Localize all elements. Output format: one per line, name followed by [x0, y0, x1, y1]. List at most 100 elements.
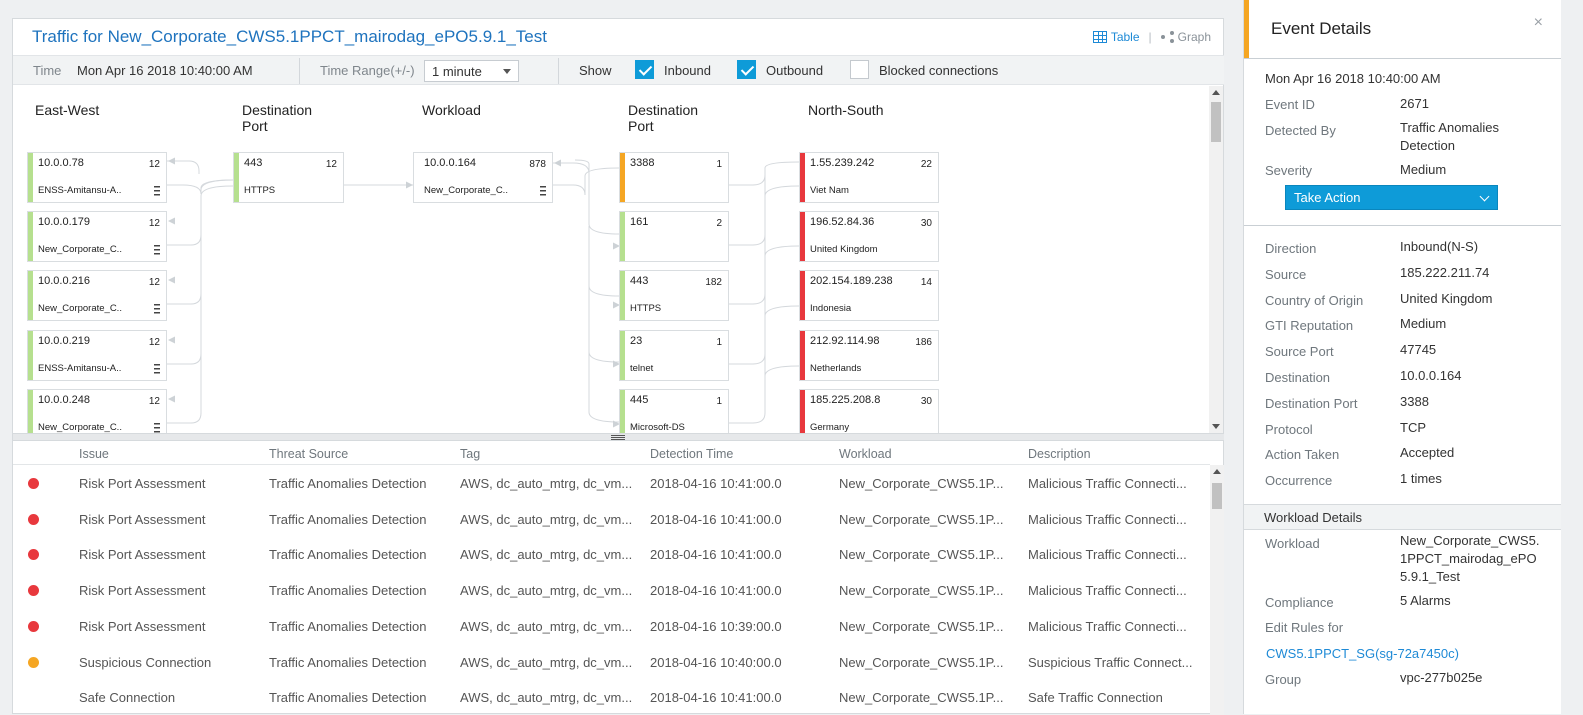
security-group-link[interactable]: CWS5.1PPCT_SG(sg-72a7450c)	[1266, 646, 1459, 661]
table-row[interactable]: Risk Port Assessment Traffic Anomalies De…	[13, 537, 1210, 573]
table-view-link[interactable]: Table	[1092, 30, 1140, 44]
scroll-thumb[interactable]	[1211, 102, 1221, 142]
page-scrollbar[interactable]	[1561, 0, 1583, 714]
north-south-node[interactable]: 212.92.114.98 186 Netherlands	[799, 330, 939, 381]
detail-value: 3388	[1400, 393, 1429, 409]
scroll-up-icon[interactable]	[1212, 90, 1220, 95]
menu-icon[interactable]	[154, 364, 160, 374]
menu-icon[interactable]	[154, 423, 160, 433]
cell-desc: Suspicious Traffic Connect...	[1028, 654, 1193, 670]
pane-splitter[interactable]	[13, 433, 1224, 441]
workload-node[interactable]: 10.0.0.164 878 New_Corporate_C..	[413, 152, 553, 203]
graph-view-link[interactable]: Graph	[1160, 30, 1211, 44]
time-range-select[interactable]: 1 minute	[424, 60, 519, 82]
detail-label: Action Taken	[1265, 447, 1340, 463]
column-issue[interactable]: Issue	[79, 447, 109, 461]
north-south-node[interactable]: 185.225.208.8 30 Germany	[799, 389, 939, 433]
table-row[interactable]: Suspicious Connection Traffic Anomalies D…	[13, 645, 1210, 681]
table-row[interactable]: Risk Port Assessment Traffic Anomalies De…	[13, 609, 1210, 645]
node-sublabel: New_Corporate_C..	[38, 303, 122, 314]
node-count: 186	[915, 337, 932, 348]
destination-port-node[interactable]: 3388 1	[619, 152, 729, 203]
column-tag[interactable]: Tag	[460, 447, 481, 461]
detail-value: 185.222.211.74	[1400, 264, 1490, 280]
severity-dot-icon	[28, 513, 39, 525]
scroll-thumb[interactable]	[1212, 483, 1222, 509]
east-west-node[interactable]: 10.0.0.78 12 ENSS-Amitansu-A..	[27, 152, 167, 203]
blocked-connections-checkbox[interactable]	[850, 60, 869, 79]
node-label: 3388	[630, 157, 655, 169]
node-count: 182	[705, 277, 722, 288]
node-count: 12	[148, 218, 160, 229]
detail-label: Protocol	[1265, 421, 1313, 437]
table-row[interactable]: Risk Port Assessment Traffic Anomalies De…	[13, 573, 1210, 609]
node-sublabel: New_Corporate_C..	[424, 185, 508, 196]
outbound-checkbox[interactable]	[737, 60, 756, 79]
scroll-up-icon[interactable]	[1213, 469, 1221, 474]
east-west-node[interactable]: 10.0.0.179 12 New_Corporate_C..	[27, 211, 167, 262]
menu-icon[interactable]	[540, 186, 546, 196]
event-date: Mon Apr 16 2018 10:40:00 AM	[1265, 71, 1441, 86]
take-action-dropdown[interactable]: Take Action	[1285, 185, 1498, 210]
cell-time: 2018-04-16 10:40:00.0	[650, 654, 782, 670]
table-view-label: Table	[1110, 30, 1140, 44]
event-id-value: 2671	[1400, 96, 1429, 111]
detail-label: Source Port	[1265, 344, 1334, 360]
severity-dot-icon	[28, 620, 39, 632]
east-west-node[interactable]: 10.0.0.219 12 ENSS-Amitansu-A..	[27, 330, 167, 381]
north-south-node[interactable]: 196.52.84.36 30 United Kingdom	[799, 211, 939, 262]
node-sublabel: HTTPS	[630, 303, 662, 314]
cell-desc: Malicious Traffic Connecti...	[1028, 511, 1187, 527]
detail-value: 47745	[1400, 342, 1437, 358]
destination-port-node[interactable]: 23 1 telnet	[619, 330, 729, 381]
node-sublabel: Germany	[810, 422, 850, 433]
menu-icon[interactable]	[154, 186, 160, 196]
cell-source: Traffic Anomalies Detection	[269, 476, 427, 491]
node-label: 161	[630, 216, 649, 228]
cell-workload: New_Corporate_CWS5.1P...	[839, 690, 1004, 706]
cell-workload: New_Corporate_CWS5.1P...	[839, 511, 1004, 527]
close-icon[interactable]: ×	[1533, 14, 1543, 31]
node-label: 185.225.208.8	[810, 394, 881, 406]
grip-icon[interactable]	[611, 435, 625, 440]
group-label: Group	[1265, 672, 1302, 687]
column-detection-time[interactable]: Detection Time	[650, 447, 734, 461]
east-west-node[interactable]: 10.0.0.248 12 New_Corporate_C..	[27, 389, 167, 433]
column-description[interactable]: Description	[1028, 447, 1091, 461]
node-label: 10.0.0.179	[38, 216, 90, 228]
status-bar	[234, 153, 239, 202]
event-details-panel: Event Details × Mon Apr 16 2018 10:40:00…	[1243, 0, 1562, 714]
detail-value: TCP	[1400, 419, 1426, 435]
destination-port-node[interactable]: 161 2	[619, 211, 729, 262]
status-bar	[620, 271, 625, 320]
menu-icon[interactable]	[154, 245, 160, 255]
menu-icon[interactable]	[154, 304, 160, 314]
node-sublabel: New_Corporate_C..	[38, 244, 122, 255]
cell-source: Traffic Anomalies Detection	[269, 583, 427, 599]
column-workload[interactable]: Workload	[839, 447, 892, 461]
cell-tag: AWS, dc_auto_mtrg, dc_vm...	[460, 618, 633, 634]
graph-scrollbar[interactable]	[1209, 86, 1223, 433]
scroll-down-icon[interactable]	[1212, 424, 1220, 429]
node-sublabel: Viet Nam	[810, 185, 849, 196]
destination-port-node[interactable]: 443 182 HTTPS	[619, 270, 729, 321]
cell-source: Traffic Anomalies Detection	[269, 654, 427, 670]
cell-desc: Malicious Traffic Connecti...	[1028, 547, 1187, 563]
destination-port-node[interactable]: 445 1 Microsoft-DS	[619, 389, 729, 433]
table-row[interactable]: Safe Connection Traffic Anomalies Detecti…	[13, 680, 1210, 715]
node-count: 1	[716, 396, 722, 407]
north-south-node[interactable]: 1.55.239.242 22 Viet Nam	[799, 152, 939, 203]
destination-port-node[interactable]: 443 12 HTTPS	[233, 152, 344, 203]
cell-workload: New_Corporate_CWS5.1P...	[839, 476, 1004, 491]
table-row[interactable]: Risk Port Assessment Traffic Anomalies De…	[13, 502, 1210, 538]
table-row[interactable]: Risk Port Assessment Traffic Anomalies De…	[13, 466, 1210, 502]
cell-workload: New_Corporate_CWS5.1P...	[839, 547, 1004, 563]
inbound-checkbox[interactable]	[635, 60, 654, 79]
status-bar	[28, 390, 33, 433]
column-threat-source[interactable]: Threat Source	[269, 447, 349, 461]
north-south-node[interactable]: 202.154.189.238 14 Indonesia	[799, 270, 939, 321]
header-destination-port-2: Destination Port	[628, 102, 699, 134]
east-west-node[interactable]: 10.0.0.216 12 New_Corporate_C..	[27, 270, 167, 321]
severity-dot-icon	[28, 478, 39, 489]
table-scrollbar[interactable]	[1210, 465, 1224, 715]
